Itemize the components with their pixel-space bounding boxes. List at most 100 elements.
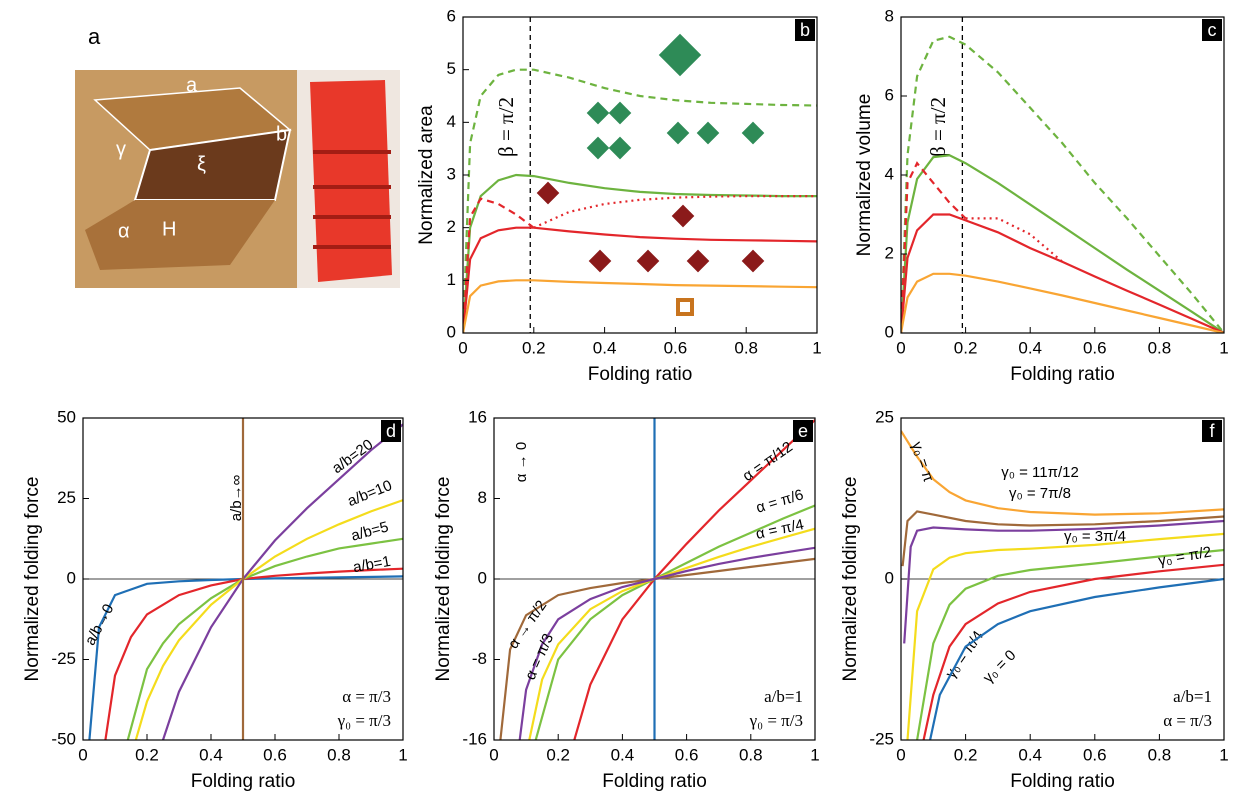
- x-tick-label: 0.6: [675, 745, 699, 764]
- x-tick-label: 0.4: [1018, 338, 1042, 357]
- y-axis-label: Normalized folding force: [840, 477, 861, 682]
- y-tick-label: 2: [885, 243, 894, 262]
- x-tick-label: 0.4: [199, 745, 223, 764]
- panel-label: d: [386, 421, 396, 441]
- x-tick-label: 0.6: [664, 338, 688, 357]
- y-tick-label: -25: [869, 729, 894, 748]
- annotation: γ₀ = π/3: [337, 711, 391, 730]
- series-label: γ₀ = π/2: [1157, 543, 1213, 569]
- series-line: [463, 175, 817, 333]
- y-tick-label: 0: [885, 322, 894, 341]
- plot-frame: [901, 17, 1224, 333]
- x-tick-label: 0.4: [611, 745, 635, 764]
- series-label: α = π/12: [739, 438, 795, 485]
- x-axis-label: Folding ratio: [191, 771, 296, 792]
- reference-label: β = π/2: [494, 97, 518, 157]
- y-tick-label: 3: [447, 164, 456, 183]
- x-tick-label: 1: [1219, 338, 1228, 357]
- x-tick-label: 1: [810, 745, 819, 764]
- x-tick-label: 1: [398, 745, 407, 764]
- series-line: [901, 274, 1224, 333]
- y-tick-label: 1: [447, 270, 456, 289]
- y-axis-label: Normalized volume: [854, 94, 875, 257]
- x-tick-label: 0.6: [1083, 338, 1107, 357]
- y-tick-label: 16: [468, 407, 487, 426]
- y-axis-label: Normalized folding force: [22, 477, 43, 682]
- panel-label: b: [800, 20, 810, 40]
- reference-label: β = π/2: [926, 97, 950, 157]
- y-tick-label: 0: [478, 568, 487, 587]
- x-tick-label: 0: [896, 745, 905, 764]
- x-tick-label: 0.2: [546, 745, 570, 764]
- panel-label: e: [798, 421, 808, 441]
- x-tick-label: 0.8: [734, 338, 758, 357]
- y-tick-label: 8: [885, 6, 894, 25]
- x-axis-label: Folding ratio: [1010, 771, 1115, 792]
- x-tick-label: 1: [812, 338, 821, 357]
- annotation: a/b=1: [764, 687, 803, 706]
- series-line: [534, 196, 817, 228]
- panel-a: a a b γ ξ α H: [75, 24, 400, 288]
- series-label: a/b=1: [352, 553, 392, 576]
- y-tick-label: -16: [462, 729, 487, 748]
- square-icon: [678, 300, 692, 314]
- x-tick-label: 0.2: [954, 338, 978, 357]
- label-xi: ξ: [197, 153, 206, 175]
- annotation: γ₀ = π/3: [749, 711, 803, 730]
- x-axis-label: Folding ratio: [602, 771, 707, 792]
- series-label: γ₀ = 7π/8: [1009, 485, 1071, 502]
- x-tick-label: 0.2: [522, 338, 546, 357]
- y-tick-label: 25: [875, 407, 894, 426]
- series-label: a/b=20: [329, 436, 376, 477]
- series-label: γ₀ = 11π/12: [1001, 464, 1079, 481]
- panel-b-shapes: [537, 34, 765, 314]
- x-tick-label: 0.8: [1148, 745, 1172, 764]
- annotation: α = π/3: [342, 687, 391, 706]
- series-label: γ₀ = 3π/4: [1064, 528, 1126, 545]
- series-line: [463, 280, 817, 333]
- y-tick-label: 25: [57, 488, 76, 507]
- series-label: a/b→∞: [228, 474, 245, 521]
- label-a: a: [186, 74, 198, 96]
- x-tick-label: 0.6: [1083, 745, 1107, 764]
- panel-label: a: [88, 24, 101, 49]
- annotation: α = π/3: [1163, 711, 1212, 730]
- y-tick-label: -25: [51, 649, 76, 668]
- x-tick-label: 0.8: [1148, 338, 1172, 357]
- x-tick-label: 0.2: [954, 745, 978, 764]
- y-tick-label: -50: [51, 729, 76, 748]
- series-line: [901, 37, 1224, 333]
- y-tick-label: 6: [447, 6, 456, 25]
- y-tick-label: 0: [67, 568, 76, 587]
- y-tick-label: 4: [447, 112, 456, 131]
- label-b: b: [276, 123, 287, 145]
- series-label: a/b→0: [82, 601, 118, 648]
- y-tick-label: 4: [885, 164, 894, 183]
- y-tick-label: 2: [447, 217, 456, 236]
- x-tick-label: 0.4: [593, 338, 617, 357]
- x-tick-label: 0.6: [263, 745, 287, 764]
- y-tick-label: 8: [478, 488, 487, 507]
- y-tick-label: 5: [447, 59, 456, 78]
- y-tick-label: 50: [57, 407, 76, 426]
- series-label: γ₀ = 0: [980, 647, 1020, 687]
- tower: [310, 80, 392, 282]
- x-tick-label: 0.8: [739, 745, 763, 764]
- x-tick-label: 0: [458, 338, 467, 357]
- x-tick-label: 0.2: [135, 745, 159, 764]
- y-tick-label: -8: [472, 649, 487, 668]
- x-tick-label: 0: [78, 745, 87, 764]
- label-h: H: [162, 218, 176, 240]
- y-tick-label: 0: [885, 568, 894, 587]
- panel: a/b→0a/b=1a/b=5a/b=10a/b=20a/b→∞00.20.40…: [22, 407, 408, 792]
- label-alpha: α: [118, 220, 130, 242]
- x-axis-label: Folding ratio: [588, 364, 693, 385]
- series-line: [901, 155, 1224, 333]
- label-gamma: γ: [116, 138, 126, 160]
- series-label: γ₀ = π: [908, 440, 937, 484]
- y-tick-label: 6: [885, 85, 894, 104]
- annotation: a/b=1: [1173, 687, 1212, 706]
